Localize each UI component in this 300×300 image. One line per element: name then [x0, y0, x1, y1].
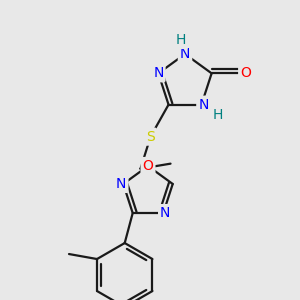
Text: H: H [212, 108, 223, 122]
Text: O: O [142, 159, 153, 173]
Text: N: N [116, 177, 127, 191]
Text: H: H [176, 33, 186, 47]
Text: N: N [180, 47, 190, 61]
Text: N: N [153, 66, 164, 80]
Text: O: O [240, 66, 251, 80]
Text: N: N [160, 206, 170, 220]
Text: S: S [146, 130, 155, 144]
Text: N: N [198, 98, 208, 112]
